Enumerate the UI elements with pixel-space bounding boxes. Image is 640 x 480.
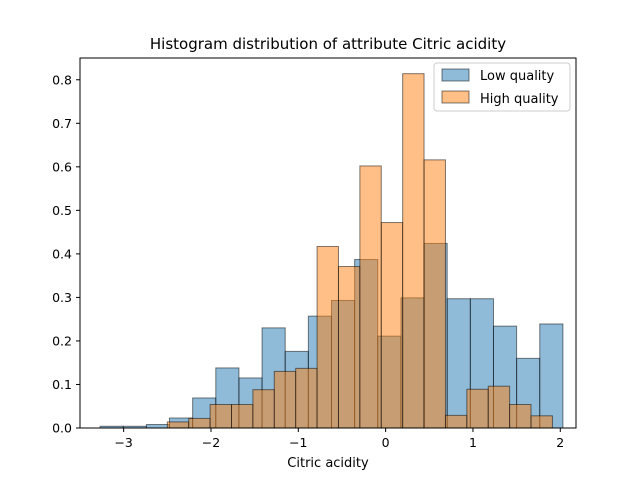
histogram-bar [444,414,468,429]
legend: Low quality High quality [433,62,571,112]
x-tick-label: 2 [556,435,564,450]
histogram-bar [466,388,489,429]
y-tick-label: 0.5 [52,203,72,218]
y-tick-label: 0.7 [52,116,72,131]
histogram-bar [188,417,211,429]
x-tick-label: −2 [202,435,220,450]
legend-label-low-quality: Low quality [480,69,555,84]
y-axis: 0.0 0.1 0.2 0.3 0.4 0.5 0.6 0.7 0.8 [52,72,80,436]
legend-label-high-quality: High quality [480,92,559,107]
histogram-bar [209,403,232,429]
y-tick-label: 0.2 [52,333,72,348]
histogram-bar [359,165,382,429]
histogram-bar [380,222,404,429]
legend-swatch-high-quality [441,90,470,104]
y-tick-label: 0.8 [52,72,72,87]
histogram-bar [231,403,254,429]
histogram-bar [337,266,361,429]
plot-frame [79,57,577,429]
histogram-bar [166,421,190,429]
series-high-quality [166,73,553,429]
histogram-bar [252,389,275,429]
y-tick-label: 0.3 [52,290,72,305]
histogram-bar [487,385,511,429]
x-tick-label: 1 [469,435,477,450]
histogram-bar [509,403,532,429]
histogram-bar [273,370,297,429]
y-tick-label: 0.0 [52,421,72,436]
y-tick-label: 0.4 [52,246,72,261]
histogram-bar [530,415,553,429]
histogram-bar [402,73,425,429]
histogram-bar [423,159,446,429]
legend-swatch-low-quality [441,68,470,82]
chart-title: Histogram distribution of attribute Citr… [150,35,506,53]
x-tick-label: −3 [114,435,132,450]
histogram-bar [295,367,318,429]
histogram-bar [539,323,564,429]
y-tick-label: 0.1 [52,377,72,392]
histogram-bar [316,245,339,429]
x-tick-label: −1 [289,435,307,450]
bars-layer [99,73,564,429]
histogram-bar [145,424,171,429]
y-tick-label: 0.6 [52,159,72,174]
x-axis: −3 −2 −1 0 1 2 [114,428,564,450]
x-axis-label: Citric acidity [287,456,369,471]
x-tick-label: 0 [382,435,390,450]
